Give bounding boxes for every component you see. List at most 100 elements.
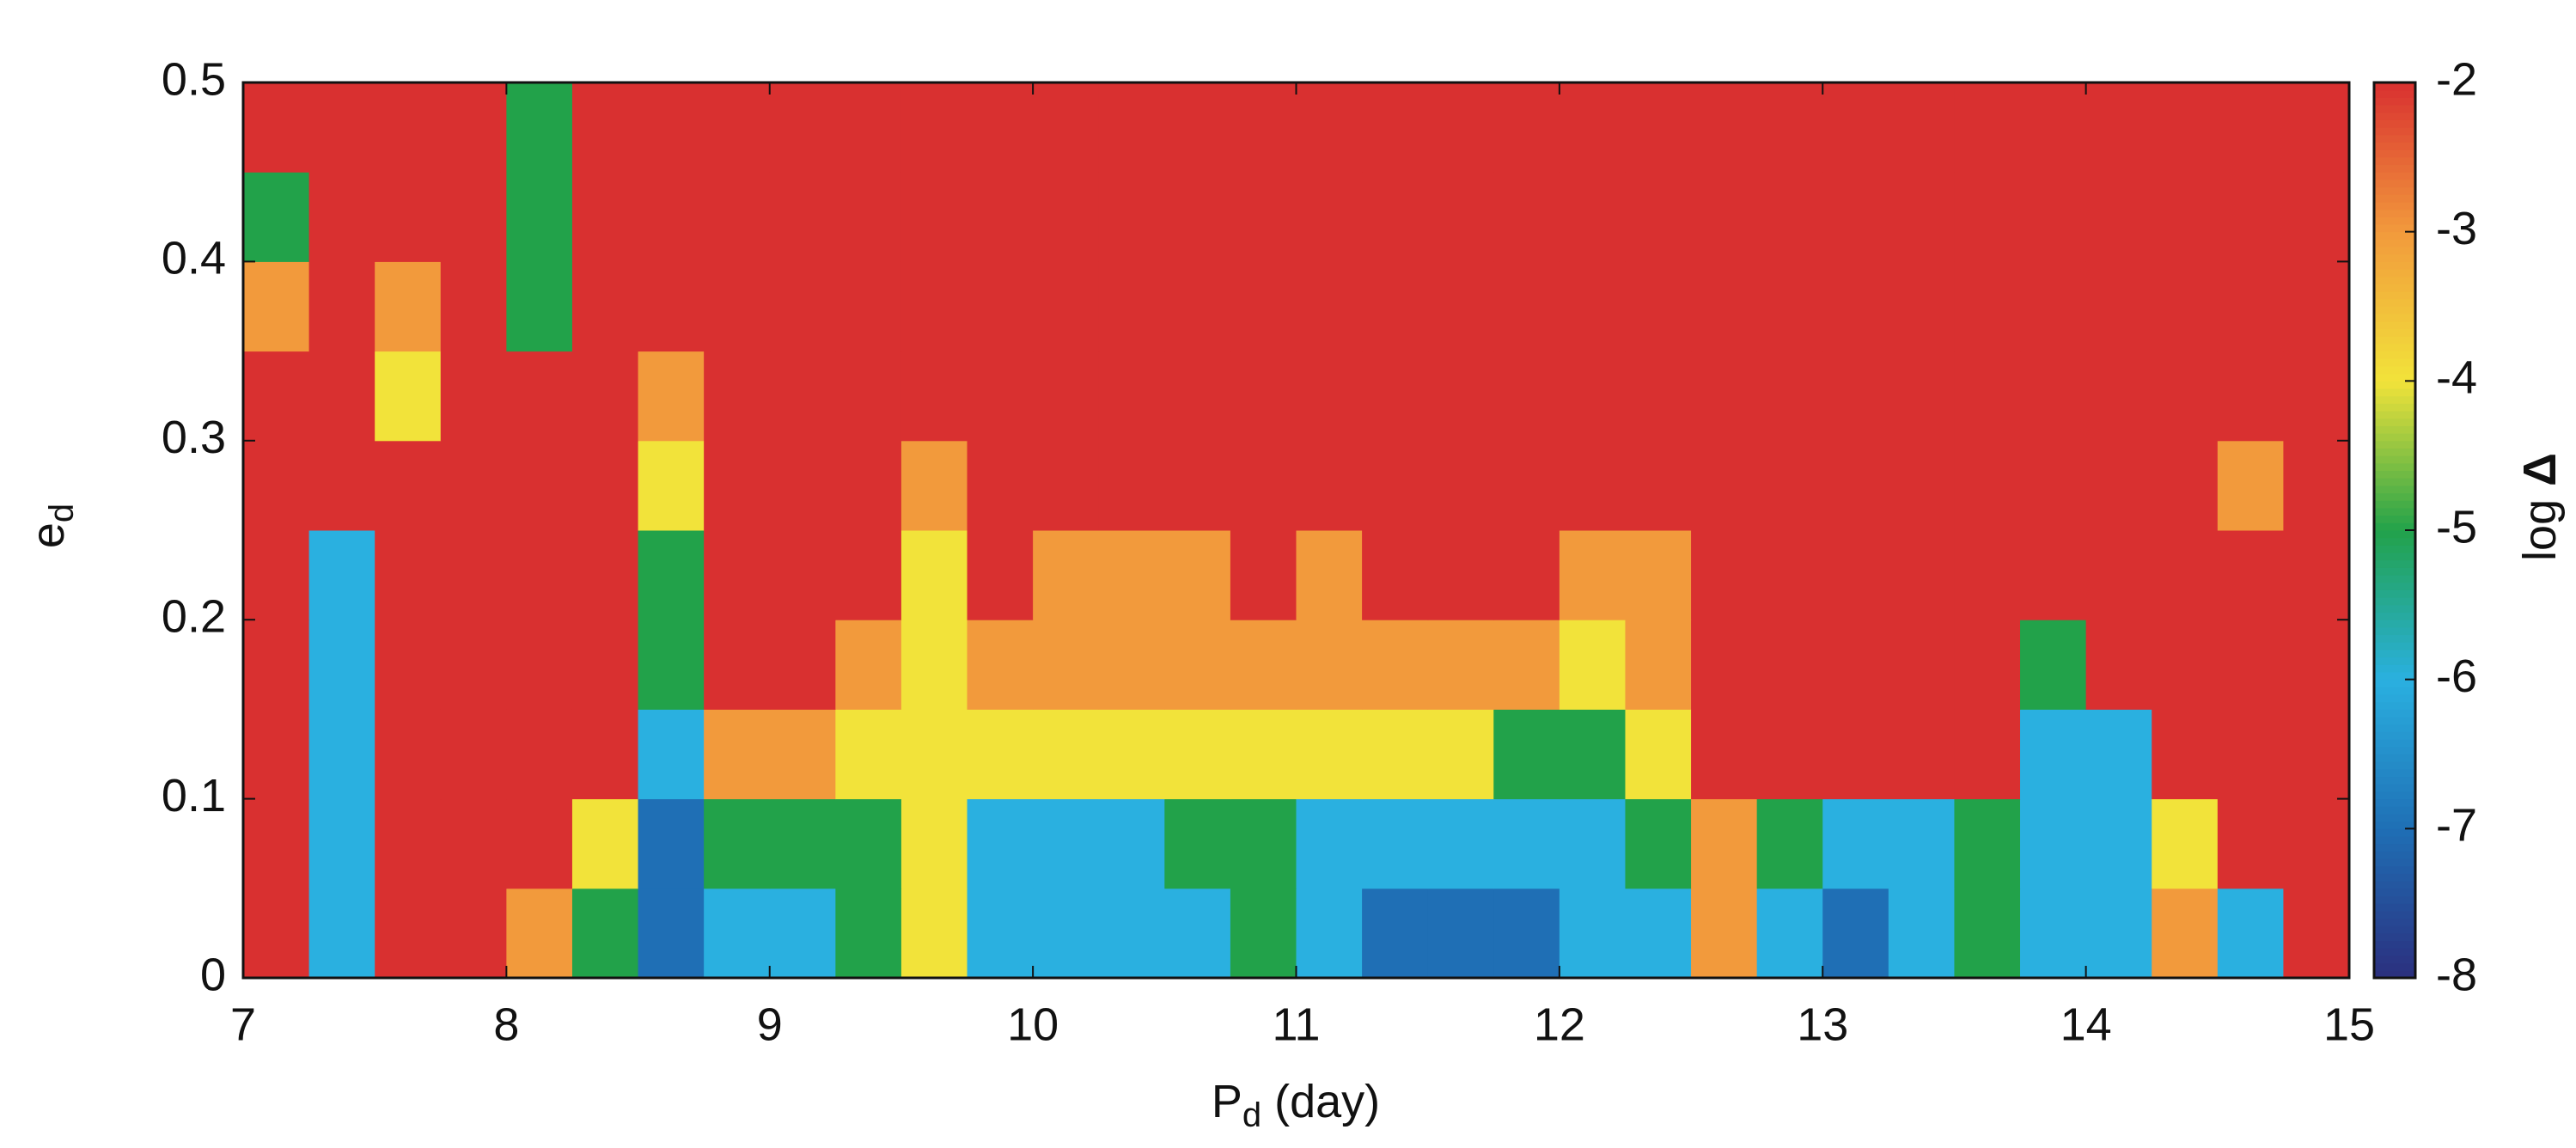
heatmap-cell bbox=[835, 888, 902, 979]
colorbar-swatch bbox=[2374, 336, 2415, 345]
colorbar-swatch bbox=[2374, 127, 2415, 136]
heatmap-cell bbox=[1296, 620, 1363, 710]
x-tick-label: 11 bbox=[1272, 998, 1320, 1050]
heatmap-cell bbox=[440, 440, 507, 531]
heatmap-cell bbox=[506, 172, 573, 262]
heatmap-cell bbox=[1296, 351, 1363, 442]
heatmap-cell bbox=[835, 440, 902, 531]
colorbar-swatch bbox=[2374, 164, 2415, 173]
heatmap-cell bbox=[835, 82, 902, 173]
heatmap-cell bbox=[2217, 709, 2284, 800]
heatmap-cell bbox=[1427, 82, 1494, 173]
heatmap-cell bbox=[1427, 888, 1494, 979]
heatmap-cell bbox=[1427, 172, 1494, 262]
heatmap-cell bbox=[967, 798, 1034, 889]
heatmap-cell bbox=[1296, 530, 1363, 620]
heatmap-cell bbox=[2283, 709, 2350, 800]
heatmap-cell bbox=[2152, 172, 2219, 262]
colorbar-swatch bbox=[2374, 381, 2415, 389]
heatmap-cell bbox=[1888, 888, 1955, 979]
colorbar-swatch bbox=[2374, 172, 2415, 180]
heatmap-cell bbox=[1559, 440, 1626, 531]
heatmap-cell bbox=[1164, 172, 1231, 262]
heatmap-cell bbox=[900, 798, 968, 889]
y-tick-label: 0 bbox=[200, 949, 226, 1000]
y-label-sub: d bbox=[43, 504, 81, 522]
heatmap-cell bbox=[1954, 261, 2021, 352]
heatmap-cell bbox=[1954, 709, 2021, 800]
heatmap-cell bbox=[835, 261, 902, 352]
colorbar-swatch bbox=[2374, 746, 2415, 754]
heatmap-cell bbox=[769, 530, 836, 620]
colorbar-swatch bbox=[2374, 888, 2415, 896]
heatmap-cell bbox=[1164, 351, 1231, 442]
heatmap-cell bbox=[769, 82, 836, 173]
heatmap-cell bbox=[1493, 172, 1560, 262]
heatmap-cell bbox=[2085, 172, 2152, 262]
colorbar-swatch bbox=[2374, 776, 2415, 785]
heatmap-cell bbox=[308, 172, 375, 262]
colorbar-swatch bbox=[2374, 119, 2415, 128]
colorbar-swatch bbox=[2374, 186, 2415, 195]
heatmap-cell bbox=[900, 261, 968, 352]
heatmap-cell bbox=[2283, 798, 2350, 889]
heatmap-cell bbox=[2152, 440, 2219, 531]
x-tick-label: 10 bbox=[1007, 998, 1059, 1050]
x-tick-label: 13 bbox=[1797, 998, 1848, 1050]
heatmap-cell bbox=[1691, 82, 1758, 173]
colorbar-swatch bbox=[2374, 156, 2415, 166]
colorbar-swatch bbox=[2374, 314, 2415, 322]
heatmap-cell bbox=[1098, 82, 1165, 173]
heatmap-cell bbox=[1888, 620, 1955, 710]
heatmap-cell bbox=[769, 351, 836, 442]
heatmap-cell bbox=[308, 82, 375, 173]
heatmap-cell bbox=[704, 440, 771, 531]
colorbar-swatch bbox=[2374, 537, 2415, 546]
heatmap-cell bbox=[2020, 172, 2087, 262]
heatmap-cell bbox=[308, 261, 375, 352]
heatmap-cell bbox=[1954, 798, 2021, 889]
heatmap-cell bbox=[769, 709, 836, 800]
colorbar-swatch bbox=[2374, 223, 2415, 233]
heatmap-cell bbox=[2085, 351, 2152, 442]
colorbar-label-symbol: Δ bbox=[2514, 453, 2566, 486]
heatmap-cell bbox=[1493, 261, 1560, 352]
colorbar-swatch bbox=[2374, 411, 2415, 419]
heatmap-cell bbox=[243, 440, 310, 531]
colorbar-swatch bbox=[2374, 253, 2415, 262]
heatmap-cell bbox=[1164, 530, 1231, 620]
heatmap-cell bbox=[571, 620, 639, 710]
colorbar-swatch bbox=[2374, 671, 2415, 681]
heatmap-cell bbox=[769, 620, 836, 710]
heatmap-cell bbox=[967, 261, 1034, 352]
colorbar-swatch bbox=[2374, 717, 2415, 725]
heatmap-cell bbox=[1559, 530, 1626, 620]
heatmap-cell bbox=[1493, 888, 1560, 979]
colorbar-swatch bbox=[2374, 664, 2415, 673]
heatmap-cell bbox=[638, 82, 705, 173]
heatmap-cell bbox=[704, 888, 771, 979]
heatmap-cell bbox=[835, 620, 902, 710]
heatmap-cell bbox=[1954, 888, 2021, 979]
colorbar-swatch bbox=[2374, 687, 2415, 695]
heatmap-cell bbox=[1822, 440, 1889, 531]
heatmap-cell bbox=[1691, 261, 1758, 352]
colorbar-swatch bbox=[2374, 433, 2415, 442]
heatmap-cell bbox=[506, 82, 573, 173]
heatmap-cell bbox=[1756, 261, 1823, 352]
x-tick-label: 9 bbox=[757, 998, 783, 1050]
heatmap-cell bbox=[1822, 798, 1889, 889]
heatmap-cell bbox=[506, 620, 573, 710]
heatmap-cell bbox=[1625, 530, 1692, 620]
colorbar-swatch bbox=[2374, 955, 2415, 964]
heatmap-cell bbox=[1033, 172, 1100, 262]
heatmap-cell bbox=[1625, 440, 1692, 531]
colorbar-swatch bbox=[2374, 649, 2415, 658]
colorbar-swatch bbox=[2374, 373, 2415, 382]
colorbar-swatch bbox=[2374, 150, 2415, 158]
colorbar-swatch bbox=[2374, 620, 2415, 628]
heatmap-cell bbox=[967, 888, 1034, 979]
heatmap-cell bbox=[1691, 888, 1758, 979]
heatmap-cell bbox=[571, 440, 639, 531]
heatmap-cell bbox=[243, 798, 310, 889]
